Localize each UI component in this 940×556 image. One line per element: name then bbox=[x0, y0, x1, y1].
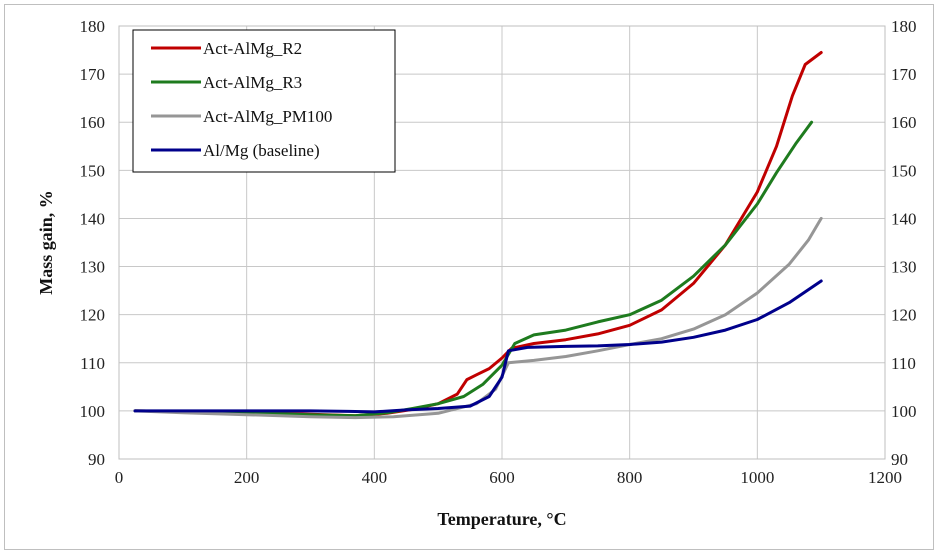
y-tick-label-right: 130 bbox=[891, 258, 917, 277]
plot-area bbox=[118, 25, 886, 460]
x-tick-label: 1200 bbox=[868, 468, 902, 487]
x-axis-title: Temperature, °C bbox=[437, 509, 566, 529]
x-tick-label: 1000 bbox=[740, 468, 774, 487]
y-tick-label-right: 140 bbox=[891, 209, 917, 228]
series-layer bbox=[133, 51, 823, 420]
y-tick-label: 110 bbox=[80, 354, 105, 373]
x-tick-label: 200 bbox=[234, 468, 260, 487]
legend-box bbox=[132, 29, 396, 173]
y-tick-label: 180 bbox=[80, 17, 106, 36]
y-tick-label: 160 bbox=[80, 113, 106, 132]
y-tick-label: 90 bbox=[88, 450, 105, 469]
y-tick-label: 170 bbox=[80, 65, 106, 84]
y-tick-label-right: 160 bbox=[891, 113, 917, 132]
x-tick-label: 0 bbox=[115, 468, 124, 487]
y-tick-label: 100 bbox=[80, 402, 106, 421]
y-axis-right: 90 100 110 120 130 140 150 160 170 180 bbox=[891, 17, 917, 469]
y-tick-label: 120 bbox=[80, 306, 106, 325]
legend-label: Act-AlMg_R2 bbox=[203, 39, 302, 58]
legend-label: Act-AlMg_R3 bbox=[203, 73, 302, 92]
x-tick-label: 800 bbox=[617, 468, 643, 487]
chart-frame bbox=[4, 4, 934, 550]
y-tick-label-right: 170 bbox=[891, 65, 917, 84]
x-axis: 0 200 400 600 800 1000 1200 bbox=[115, 468, 902, 487]
series-line-4 bbox=[133, 279, 823, 414]
y-tick-label-right: 150 bbox=[891, 161, 917, 180]
y-tick-label-right: 110 bbox=[891, 354, 916, 373]
y-tick-label-right: 100 bbox=[891, 402, 917, 421]
y-tick-label: 150 bbox=[80, 161, 106, 180]
series-line-2 bbox=[133, 120, 814, 418]
y-tick-label-right: 120 bbox=[891, 306, 917, 325]
y-tick-label-right: 90 bbox=[891, 450, 908, 469]
legend-label: Act-AlMg_PM100 bbox=[203, 107, 332, 126]
series-line-3 bbox=[133, 216, 823, 420]
y-axis-left: 90 100 110 120 130 140 150 160 170 180 bbox=[80, 17, 106, 469]
x-tick-label: 600 bbox=[489, 468, 515, 487]
legend-label: Al/Mg (baseline) bbox=[203, 141, 320, 160]
y-axis-title: Mass gain, % bbox=[36, 190, 56, 295]
y-tick-label: 130 bbox=[80, 258, 106, 277]
x-tick-label: 400 bbox=[362, 468, 388, 487]
y-tick-label: 140 bbox=[80, 209, 106, 228]
y-tick-label-right: 180 bbox=[891, 17, 917, 36]
legend: Act-AlMg_R2 Act-AlMg_R3 Act-AlMg_PM100 Al/M… bbox=[132, 29, 396, 173]
